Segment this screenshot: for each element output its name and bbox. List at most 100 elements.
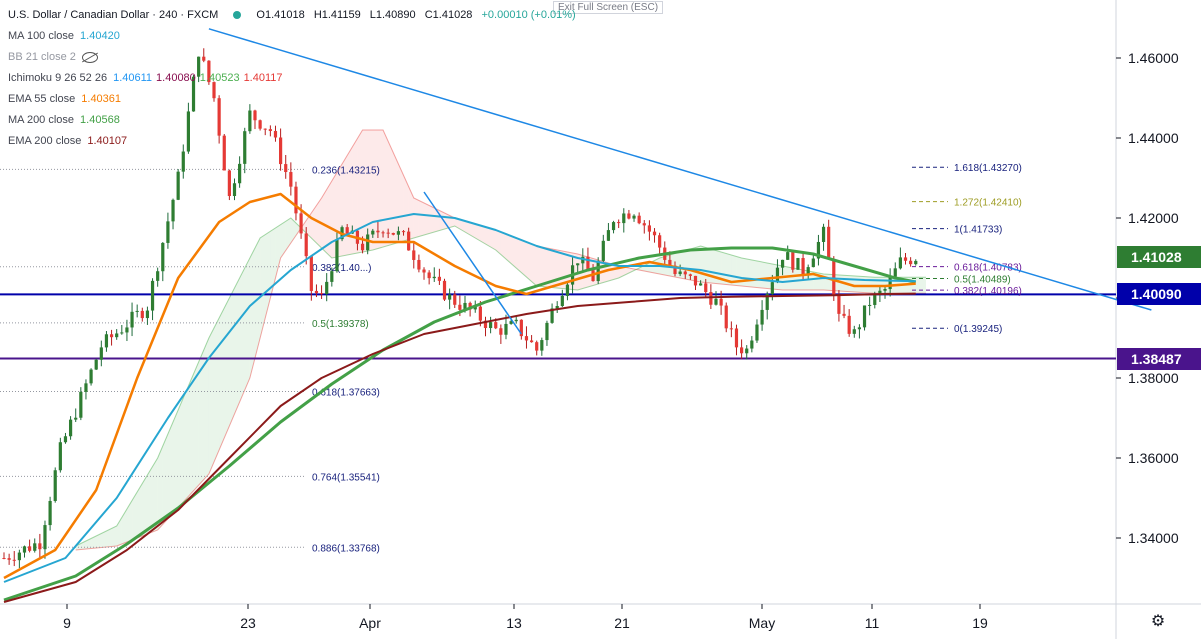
ichimoku-cloud-segment [126,500,133,542]
candle-body [704,283,708,293]
indicator-value: 1.40420 [80,30,120,42]
candle-body [494,322,498,329]
candle-body [903,257,908,261]
ichimoku-cloud-segment [393,152,399,244]
candle-body [699,283,703,286]
ichimoku-cloud-segment [178,398,184,508]
price-axis-label: 1.40090 [1117,283,1201,306]
candle-body [873,293,877,305]
candle-body [586,256,590,271]
candle-body [94,359,98,370]
candle-body [770,282,774,295]
ichimoku-cloud-segment [132,492,138,540]
candle-body [862,305,867,328]
legend-indicator-row[interactable]: EMA 200 close 1.40107 [8,134,582,155]
candle-body [253,110,257,121]
candle-body [345,227,349,234]
ichimoku-cloud-segment [301,220,307,233]
candle-body [878,290,882,294]
candle-body [304,233,308,257]
candle-body [478,306,482,321]
candle-body [33,543,37,551]
ichimoku-cloud-segment [265,231,271,318]
candle-body [888,276,892,290]
fib-extension-label: 1.272(1.42410) [954,198,1022,209]
candle-body [376,230,380,233]
ichimoku-cloud-segment [85,538,92,549]
y-tick-label: 1.38000 [1128,370,1179,386]
trendline[interactable] [208,28,1152,311]
ichimoku-cloud-segment [920,277,926,294]
candle-body [43,525,47,550]
candle-body [135,310,139,312]
ichimoku-cloud-segment [167,422,174,519]
ichimoku-cloud-segment [915,277,921,294]
ichimoku-cloud-segment [459,219,465,232]
fib-retracement-label: 0.764(1.35541) [312,472,380,483]
candle-body [868,304,872,306]
ichimoku-cloud-segment [106,528,112,547]
candle-body [719,298,723,306]
ichimoku-cloud-segment [188,374,194,497]
fib-retracement-label: 0.886(1.33768) [312,543,380,554]
candle-body [360,243,365,251]
ichimoku-cloud-segment [470,222,476,238]
candle-body [560,295,564,306]
ichimoku-cloud-segment [731,255,737,286]
ichimoku-cloud-segment [111,526,117,547]
candle-body [688,274,692,276]
candle-body [760,309,764,325]
candle-body [745,348,749,354]
ichimoku-cloud-segment [756,261,763,288]
ichimoku-cloud-segment [183,386,189,502]
candle-body [197,56,201,77]
ichimoku-cloud-segment [347,147,353,255]
fib-extension-label: 1(1.41733) [954,225,1002,236]
legend-indicator-row[interactable]: MA 200 close 1.40568 [8,113,582,134]
candle-body [2,558,6,559]
candle-body [145,310,150,319]
candle-body [319,293,324,295]
series-line [3,192,916,580]
candle-body [53,470,57,501]
ichimoku-cloud-segment [864,276,870,293]
candle-body [212,82,216,99]
candle-body [412,250,416,260]
gear-icon[interactable]: ⚙ [1150,613,1166,630]
ichimoku-cloud-segment [224,298,230,438]
ichimoku-cloud-segment [260,234,266,338]
candle-body [857,327,862,330]
ichimoku-cloud-segment [280,221,286,258]
legend-indicator-row[interactable]: Ichimoku 9 26 52 26 1.40611 1.40080 1.40523… [8,71,582,92]
legend-indicator-row[interactable]: EMA 55 close 1.40361 [8,92,582,113]
candle-body [74,417,78,420]
indicator-name: Ichimoku 9 26 52 26 [8,72,108,84]
x-tick-label: May [749,615,775,631]
candle-body [627,213,631,219]
legend-indicator-row[interactable]: BB 21 close 2 [8,50,582,71]
candle-body [632,215,636,219]
candle-body [104,334,109,348]
candle-body [755,324,759,341]
ichimoku-cloud-segment [705,247,711,283]
candle-body [847,315,851,334]
candle-body [273,130,278,138]
ichimoku-cloud-segment [715,250,722,284]
candle-body [453,294,457,305]
candle-body [734,328,739,348]
candle-body [109,334,114,338]
ichimoku-cloud-segment [762,262,768,289]
ichimoku-span-a [75,217,926,547]
ichimoku-cloud-segment [536,246,542,287]
trendline[interactable] [423,191,522,335]
eye-hidden-icon[interactable] [81,51,98,63]
exit-fullscreen-button[interactable]: Exit Full Screen (ESC) [553,1,664,14]
symbol-title[interactable]: U.S. Dollar / Canadian Dollar · 240 · FX… [8,9,219,21]
ichimoku-cloud-segment [367,130,373,251]
ichimoku-cloud-segment [511,236,517,268]
ichimoku-cloud-segment [306,213,312,238]
ichimoku-cloud-segment [311,205,317,243]
candle-body [729,328,733,330]
candle-body [714,298,718,305]
legend-indicator-row[interactable]: MA 100 close 1.40420 [8,29,582,50]
